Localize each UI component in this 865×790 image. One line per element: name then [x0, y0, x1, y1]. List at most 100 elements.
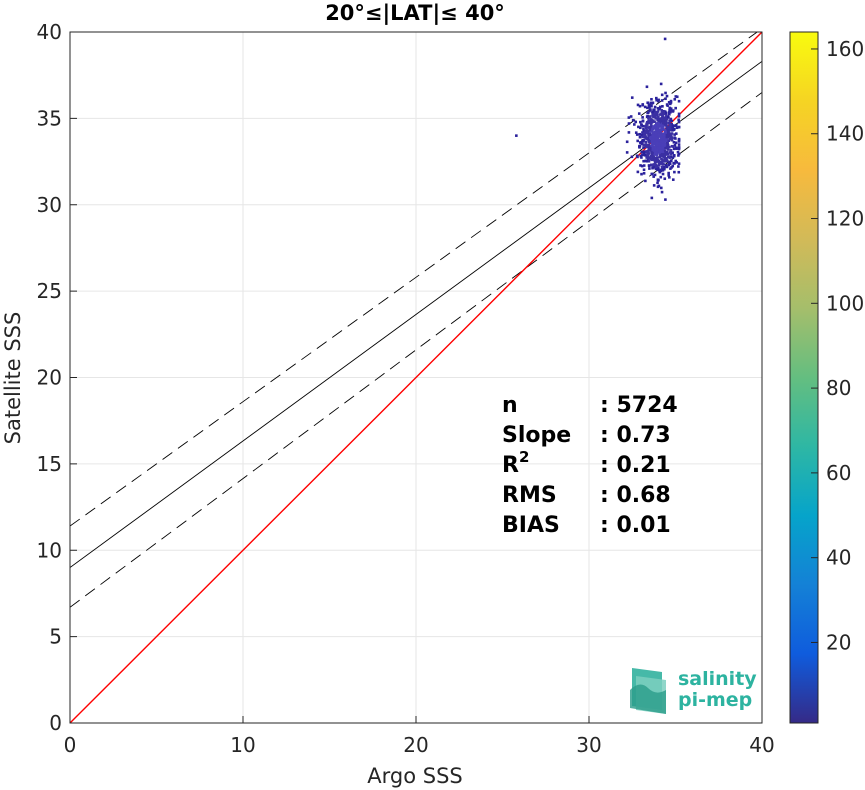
- density-point: [672, 154, 676, 158]
- density-point: [671, 125, 675, 129]
- density-point: [660, 160, 664, 164]
- density-point: [671, 178, 675, 181]
- density-point: [667, 116, 670, 119]
- density-point: [654, 139, 658, 142]
- density-point: [669, 127, 673, 131]
- density-point: [665, 165, 669, 169]
- density-point: [644, 179, 647, 183]
- density-point: [657, 160, 661, 164]
- density-point: [665, 113, 668, 117]
- density-point: [658, 113, 662, 116]
- density-point: [660, 190, 664, 194]
- density-point: [655, 136, 658, 140]
- colorbar-tick-label: 40: [826, 546, 851, 570]
- density-point: [639, 120, 642, 124]
- density-point: [677, 114, 681, 118]
- density-point: [643, 134, 646, 138]
- colorbar: [789, 31, 819, 724]
- y-tick-label: 40: [37, 20, 62, 44]
- density-point: [644, 130, 647, 133]
- density-point: [665, 103, 669, 106]
- density-point: [636, 103, 640, 107]
- density-point: [655, 129, 659, 132]
- density-point: [644, 132, 647, 135]
- density-point: [646, 150, 649, 154]
- y-tick-label: 0: [49, 711, 62, 735]
- density-point: [672, 161, 675, 165]
- density-point: [672, 147, 676, 151]
- density-point: [669, 109, 673, 112]
- x-axis-label: Argo SSS: [367, 764, 462, 788]
- density-point: [655, 98, 658, 102]
- stat-label: R2: [502, 448, 529, 478]
- density-point: [645, 137, 649, 141]
- y-axis-label: Satellite SSS: [1, 312, 25, 445]
- logo-line2: pi-mep: [678, 689, 752, 711]
- density-point: [656, 118, 660, 121]
- density-point: [634, 131, 638, 134]
- x-tick-label: 0: [64, 733, 77, 757]
- density-point: [661, 158, 664, 161]
- density-point: [656, 159, 660, 162]
- density-point: [657, 98, 660, 102]
- density-point: [646, 152, 649, 156]
- density-point: [653, 135, 657, 138]
- density-point: [669, 110, 672, 114]
- density-point: [638, 146, 641, 149]
- density-point: [638, 132, 642, 136]
- density-point: [666, 145, 669, 149]
- density-point: [665, 143, 668, 147]
- density-point: [640, 133, 644, 137]
- density-point: [669, 149, 673, 153]
- chart-title: 20°≤|LAT|≤ 40°: [325, 1, 505, 26]
- density-point: [639, 154, 643, 158]
- density-point: [651, 101, 655, 105]
- outlier-point: [515, 134, 518, 137]
- density-point: [627, 116, 631, 119]
- density-point: [649, 101, 653, 105]
- density-point: [637, 125, 640, 129]
- lower-bound-line: [70, 92, 762, 608]
- density-point: [647, 119, 650, 123]
- density-point: [660, 136, 663, 139]
- density-point: [649, 131, 652, 135]
- density-point: [671, 151, 674, 154]
- density-point: [668, 176, 671, 179]
- density-point: [652, 184, 656, 187]
- density-point: [669, 107, 673, 110]
- density-point: [661, 121, 665, 125]
- density-point: [666, 148, 670, 151]
- density-point: [659, 149, 663, 153]
- density-point: [668, 145, 671, 149]
- density-point: [664, 198, 667, 201]
- density-point: [664, 133, 667, 137]
- density-point: [677, 170, 681, 174]
- x-tick-label: 30: [576, 733, 601, 757]
- density-point: [663, 136, 667, 140]
- density-point: [668, 128, 671, 132]
- density-point: [654, 167, 658, 171]
- density-point: [655, 96, 658, 100]
- density-point: [673, 170, 676, 174]
- density-point: [661, 118, 665, 121]
- density-point: [646, 123, 649, 126]
- density-point: [650, 128, 654, 132]
- y-tick-label: 5: [49, 625, 62, 649]
- density-point: [677, 162, 681, 165]
- density-point: [669, 117, 673, 121]
- outlier-point: [630, 96, 634, 99]
- density-point: [655, 141, 659, 145]
- density-point: [642, 152, 646, 156]
- density-point: [658, 169, 661, 173]
- density-point: [670, 166, 673, 169]
- density-point: [645, 159, 649, 163]
- density-point: [666, 141, 669, 144]
- density-point: [650, 104, 653, 108]
- colorbar-tick-label: 60: [826, 461, 851, 485]
- density-point: [677, 140, 681, 143]
- density-point: [651, 141, 655, 144]
- density-point: [663, 165, 666, 169]
- colorbar-tick-label: 120: [826, 207, 864, 231]
- density-point: [663, 143, 667, 147]
- density-point: [677, 125, 681, 129]
